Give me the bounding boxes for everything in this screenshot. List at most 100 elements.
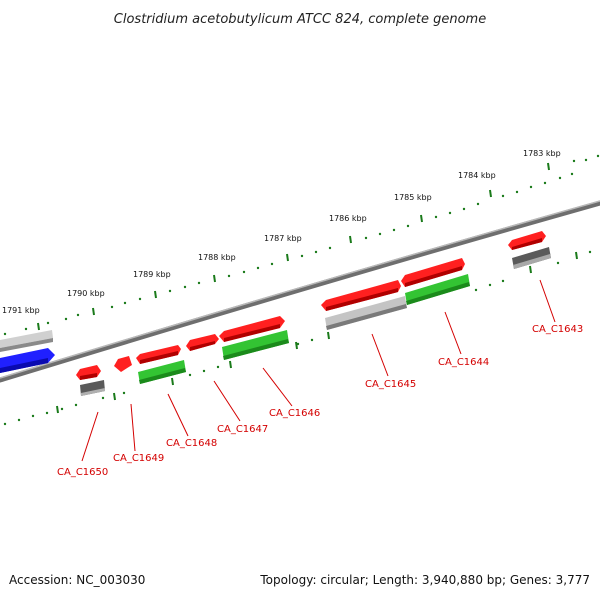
scale-tick [295, 341, 298, 350]
scale-dot [558, 176, 562, 180]
scale-dot [256, 266, 260, 270]
gene-label[interactable]: CA_C1643 [532, 324, 583, 335]
gene-arrow-shadow [405, 266, 462, 287]
gene-arrow-shadow [512, 238, 542, 250]
lower-gene-track [80, 247, 551, 396]
scale-dot [76, 313, 80, 317]
scale-dot [515, 190, 519, 194]
scale-dot [501, 279, 505, 283]
scale-dot [596, 154, 600, 158]
scale-dot [188, 373, 192, 377]
gene-arrow-shadow [406, 282, 470, 305]
gene-arrow-shadow [140, 351, 178, 364]
leader-line [81, 411, 99, 462]
scale-dot [392, 228, 396, 232]
scale-tick [113, 392, 116, 401]
scale-dot [216, 365, 220, 369]
gene-arrow-shadow [326, 304, 407, 330]
scale-tick [37, 322, 40, 331]
topology-text: Topology: circular; Length: 3,940,880 bp… [260, 573, 590, 587]
leader-line [130, 403, 136, 452]
gene-arrow-shadow [513, 254, 551, 269]
scale-dot [543, 181, 547, 185]
scale-dot [296, 342, 300, 346]
scale-dot [310, 338, 314, 342]
scale-dot [556, 261, 560, 265]
scale-dot [60, 407, 64, 411]
gene-label[interactable]: CA_C1650 [57, 467, 108, 478]
scale-dot [314, 250, 318, 254]
scale-dot [242, 270, 246, 274]
scale-dot [572, 159, 576, 163]
scale-dot [46, 321, 50, 325]
scale-label: 1789 kbp [133, 270, 171, 279]
leader-line [371, 333, 389, 377]
leader-line [167, 393, 189, 437]
scale-dot [64, 317, 68, 321]
scale-tick [420, 214, 423, 223]
scale-label: 1787 kbp [264, 234, 302, 243]
map-title: Clostridium acetobutylicum ATCC 824, com… [114, 12, 486, 27]
scale-dot [138, 297, 142, 301]
scale-tick [154, 290, 157, 299]
gene-label[interactable]: CA_C1645 [365, 379, 416, 390]
scale-dot [570, 172, 574, 176]
gene-arrow-shadow [80, 373, 97, 380]
scale-label: 1784 kbp [458, 171, 496, 180]
gene-label[interactable]: CA_C1649 [113, 453, 164, 464]
gene-arrow-ca-c1643[interactable] [508, 231, 546, 250]
scale-dot [123, 301, 127, 305]
gene-arrow-shadow [139, 368, 186, 384]
scale-tick [286, 253, 289, 262]
leader-line [213, 380, 241, 422]
genome-backbone [0, 200, 600, 383]
scale-label: 1788 kbp [198, 253, 236, 262]
scale-dot [300, 254, 304, 258]
scale-tick [56, 405, 59, 414]
scale-dot [45, 411, 49, 415]
accession-text: Accession: NC_003030 [9, 573, 146, 587]
gene-arrow-blue-shadow [0, 358, 48, 373]
scale-tick [547, 162, 550, 171]
gene-arrow-ca-c1649[interactable] [114, 356, 132, 372]
scale-dot [197, 281, 201, 285]
gene-label[interactable]: CA_C1646 [269, 408, 320, 419]
scale-dot [488, 283, 492, 287]
gene-arrow-gray[interactable] [0, 330, 53, 348]
gene-arrow-shadow [326, 288, 398, 311]
scale-dot [3, 422, 7, 426]
gene-label[interactable]: CA_C1647 [217, 424, 268, 435]
scale-dot [501, 194, 505, 198]
scale-dot [364, 236, 368, 240]
scale-dot [588, 250, 592, 254]
scale-dot [448, 211, 452, 215]
inner-scale-ticks [56, 251, 578, 414]
gene-arrow-shadow [190, 341, 215, 351]
scale-dot [110, 305, 114, 309]
gene-arrow-shadow [81, 388, 105, 396]
leader-line [444, 311, 462, 355]
scale-dot [202, 369, 206, 373]
scale-dot [168, 289, 172, 293]
scale-dot [122, 391, 126, 395]
scale-dot [378, 232, 382, 236]
scale-label: 1786 kbp [329, 214, 367, 223]
scale-dot [529, 185, 533, 189]
gene-arrow-gray-shadow [0, 338, 53, 352]
scale-tick [327, 331, 330, 340]
scale-label: 1783 kbp [523, 149, 561, 158]
scale-dot [476, 202, 480, 206]
scale-tick [171, 377, 174, 386]
scale-dot [462, 207, 466, 211]
gene-label[interactable]: CA_C1648 [166, 438, 217, 449]
gene-label[interactable]: CA_C1644 [438, 357, 489, 368]
scale-dot [17, 418, 21, 422]
scale-tick [229, 360, 232, 369]
scale-dot [24, 327, 28, 331]
scale-tick [489, 189, 492, 198]
gene-arrow-shadow [224, 324, 280, 342]
scale-tick [213, 274, 216, 283]
scale-tick [92, 307, 95, 316]
scale-dot [474, 288, 478, 292]
